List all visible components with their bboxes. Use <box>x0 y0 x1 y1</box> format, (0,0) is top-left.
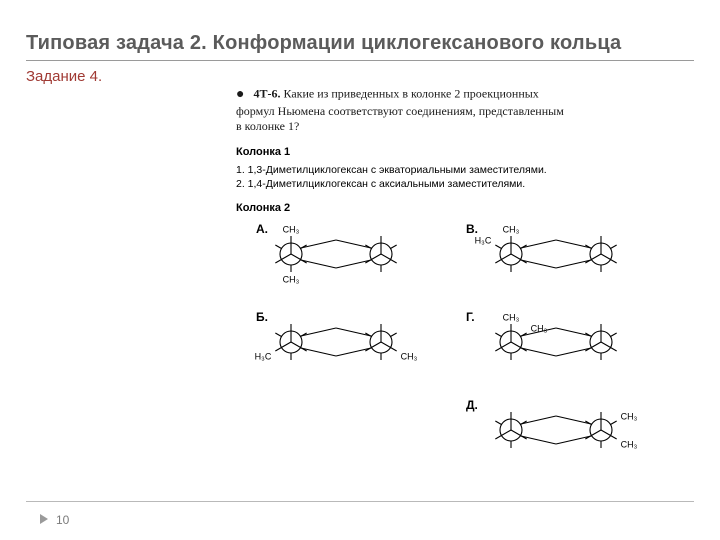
task-label: Задание 4. <box>26 68 102 85</box>
question-line1: Какие из приведенных в колонке 2 проекци… <box>283 87 538 101</box>
svg-text:А.: А. <box>256 222 268 236</box>
footer-rule <box>26 501 694 502</box>
question-line2: формул Ньюмена соответствуют соединениям… <box>236 104 690 119</box>
column2-header: Колонка 2 <box>236 201 690 215</box>
problem-text: ● 4Т-6. Какие из приведенных в колонке 2… <box>236 86 690 215</box>
svg-text:CH₃: CH₃ <box>283 274 300 284</box>
bullet-icon: ● <box>236 86 244 104</box>
svg-text:В.: В. <box>466 222 478 236</box>
svg-text:Д.: Д. <box>466 398 478 412</box>
svg-text:CH₃: CH₃ <box>531 323 548 333</box>
svg-text:CH₃: CH₃ <box>621 439 638 449</box>
svg-text:CH₃: CH₃ <box>401 351 418 361</box>
column1-item-1: 1. 1,3-Диметилциклогексан с экваториальн… <box>236 163 690 177</box>
newman-diagrams: А. CH₃ CH₃ В. CH₃ H₃C Б. H₃C CH₃ Г. CH₃ CH₃ Д. CH₃ CH₃ <box>236 214 696 524</box>
svg-text:CH₃: CH₃ <box>621 411 638 421</box>
title-underline <box>26 60 694 61</box>
page-number: 10 <box>56 513 69 527</box>
svg-text:CH₃: CH₃ <box>503 224 520 234</box>
svg-text:Б.: Б. <box>256 310 268 324</box>
column1-header: Колонка 1 <box>236 145 690 159</box>
svg-text:H₃C: H₃C <box>475 235 492 245</box>
svg-text:Г.: Г. <box>466 310 475 324</box>
slide-title: Типовая задача 2. Конформации циклогекса… <box>26 32 621 55</box>
question-code: 4Т-6. <box>253 87 280 101</box>
page-marker-icon <box>40 514 48 524</box>
question-line3: в колонке 1? <box>236 119 690 134</box>
column1-item-2: 2. 1,4-Диметилциклогексан с аксиальными … <box>236 177 690 191</box>
svg-text:CH₃: CH₃ <box>503 312 520 322</box>
svg-text:H₃C: H₃C <box>255 351 272 361</box>
svg-text:CH₃: CH₃ <box>283 224 300 234</box>
